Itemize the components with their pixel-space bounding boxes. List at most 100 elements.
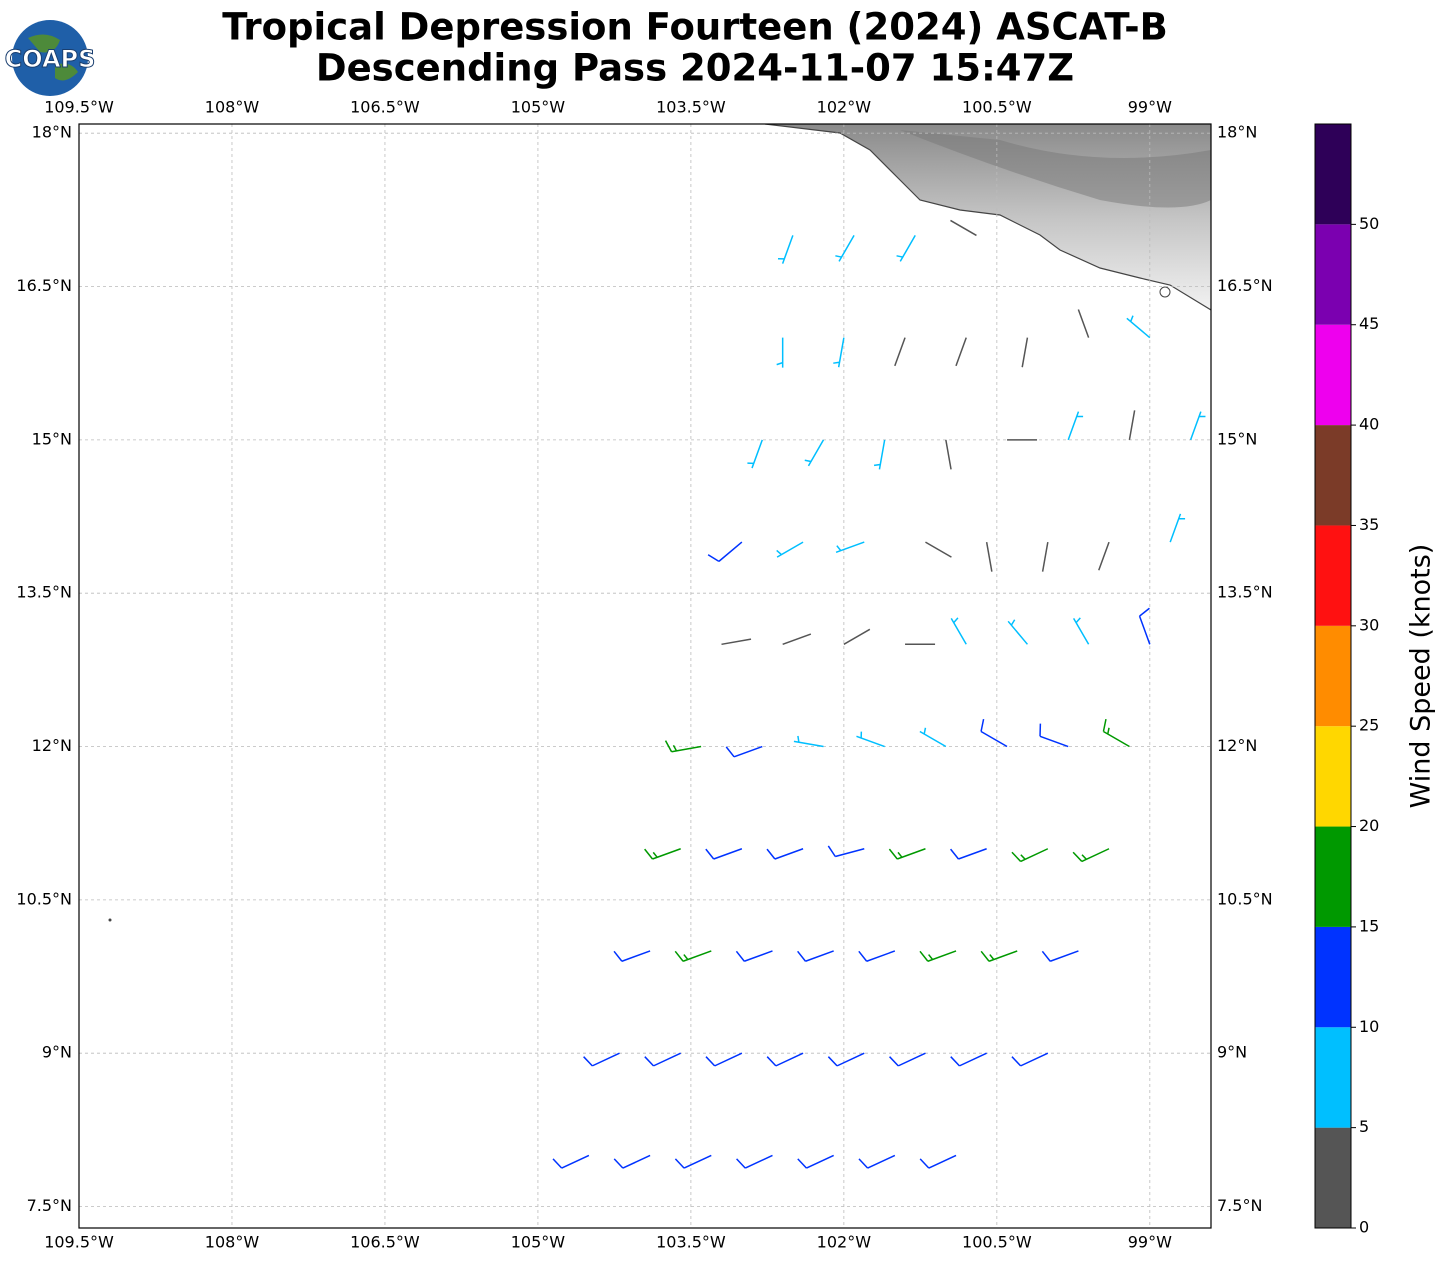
y-tick-label: 9°N <box>42 1043 72 1062</box>
y-tick-label: 16.5°N <box>16 276 72 295</box>
wind-barb <box>735 950 773 962</box>
wind-barb <box>1067 411 1084 441</box>
wind-barb <box>896 235 916 262</box>
wind-barb <box>950 219 977 237</box>
wind-barb <box>827 1052 865 1067</box>
wind-barb <box>777 235 794 264</box>
x-tick-label: 108°W <box>205 1233 260 1252</box>
wind-barb <box>766 848 804 860</box>
wind-barb <box>583 1052 620 1067</box>
plot-frame <box>78 123 1212 1229</box>
colorbar-tick-label: 50 <box>1359 214 1379 233</box>
colorbar-segment <box>1315 726 1351 827</box>
colorbar-segment <box>1315 525 1351 626</box>
y-tick-label: 7.5°N <box>27 1196 72 1215</box>
wind-barb <box>747 439 763 469</box>
x-tick-label: 106.5°W <box>350 1233 420 1252</box>
wind-barb <box>721 638 752 646</box>
land <box>108 124 1211 922</box>
wind-barb <box>1011 1052 1049 1067</box>
wind-barb <box>873 439 886 470</box>
wind-barb <box>858 1154 896 1169</box>
wind-barb <box>797 950 834 962</box>
x-tick-label: 100.5°W <box>962 98 1032 117</box>
logo-text: COAPS <box>5 45 96 73</box>
wind-barb <box>1128 410 1136 440</box>
wind-barb <box>613 1154 651 1169</box>
wind-barb <box>980 718 1008 748</box>
wind-barb <box>945 439 952 470</box>
x-tick-label: 103.5°W <box>656 98 726 117</box>
wind-barb <box>856 731 885 748</box>
wind-barb <box>1007 619 1029 645</box>
wind-barb <box>1138 607 1151 645</box>
wind-barb <box>888 848 926 860</box>
wind-barb <box>835 235 855 262</box>
y-tick-label: 16.5°N <box>1217 276 1273 295</box>
colorbar-segment <box>1315 826 1351 927</box>
colorbar-frame <box>1314 123 1352 1229</box>
wind-barb <box>950 1052 987 1067</box>
wind-barb <box>919 950 957 962</box>
x-tick-label: 99°W <box>1128 1233 1172 1252</box>
wind-barb <box>1098 541 1110 571</box>
wind-barb <box>736 1154 773 1169</box>
logo-land <box>28 34 78 81</box>
y-tick-label: 18°N <box>1217 123 1257 142</box>
colorbar-segment <box>1315 1027 1351 1128</box>
x-tick-label: 100.5°W <box>962 1233 1032 1252</box>
wind-barb <box>613 950 651 962</box>
wind-barb <box>1011 848 1049 863</box>
wind-barb <box>827 845 865 858</box>
wind-barb <box>1072 848 1110 863</box>
x-tick-label: 99°W <box>1128 98 1172 117</box>
y-tick-label: 12°N <box>1217 736 1257 755</box>
colorbar-segment <box>1315 1127 1351 1228</box>
wind-barb <box>1169 513 1186 543</box>
wind-barb <box>950 617 967 645</box>
y-tick-label: 10.5°N <box>1217 889 1273 908</box>
x-tick-label: 105°W <box>511 98 566 117</box>
wind-barb <box>705 1052 743 1067</box>
wind-barb <box>980 950 1018 962</box>
wind-barb <box>705 848 743 860</box>
wind-barb <box>1189 411 1206 441</box>
wind-barb <box>985 541 993 572</box>
wind-barb <box>1077 309 1090 338</box>
colorbar: 0 5 10 15 20 25 30 35 40 45 50 <box>1314 123 1379 1237</box>
wind-barb <box>797 1154 834 1169</box>
wind-barb <box>782 633 812 646</box>
wind-barb <box>835 541 865 554</box>
wind-barb <box>674 1154 712 1169</box>
lake <box>1159 286 1171 298</box>
wind-barb <box>919 1154 957 1169</box>
wind-barb <box>776 541 804 558</box>
wind-barb <box>776 337 784 368</box>
wind-barb <box>766 1052 804 1067</box>
wind-barb <box>804 439 825 467</box>
x-tick-label: 106.5°W <box>350 98 420 117</box>
wind-barb <box>1041 950 1079 962</box>
wind-barb <box>833 337 845 368</box>
colorbar-tick-label: 40 <box>1359 415 1379 434</box>
y-tick-label: 12°N <box>32 736 72 755</box>
colorbar-segment <box>1315 926 1351 1028</box>
colorbar-tick-label: 15 <box>1359 916 1379 935</box>
colorbar-tick-label: 10 <box>1359 1017 1379 1036</box>
wind-barb <box>552 1154 590 1169</box>
colorbar-tick-label: 0 <box>1359 1218 1369 1237</box>
y-tick-label: 7.5°N <box>1217 1196 1262 1215</box>
wind-barb <box>919 727 947 748</box>
wind-barb <box>955 337 967 367</box>
wind-barb <box>894 337 906 367</box>
y-tick-label: 9°N <box>1217 1043 1247 1062</box>
x-tick-label: 102°W <box>817 98 872 117</box>
coastline <box>764 124 1211 311</box>
wind-barbs <box>552 219 1206 1169</box>
chart-subtitle: Descending Pass 2024-11-07 15:47Z <box>316 47 1074 90</box>
y-tick-label: 15°N <box>1217 429 1257 448</box>
terrain-ridge <box>900 130 1211 208</box>
x-tick-label: 108°W <box>205 98 260 117</box>
wind-barb <box>949 848 987 860</box>
wind-barb <box>707 541 743 563</box>
